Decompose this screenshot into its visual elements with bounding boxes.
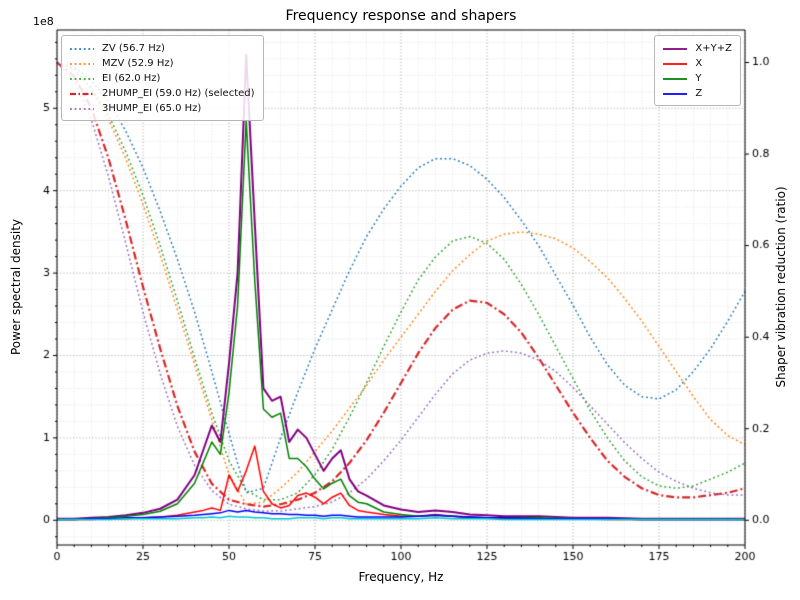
legend-label: ZV (56.7 Hz) bbox=[102, 43, 165, 54]
legend-item-3hump-ei: 3HUMP_EI (65.0 Hz) bbox=[69, 101, 255, 116]
legend-label: MZV (52.9 Hz) bbox=[102, 58, 174, 69]
xyz-line-swatch bbox=[662, 44, 688, 54]
legend-item-z: Z bbox=[662, 86, 732, 101]
legend-item-y: Y bbox=[662, 71, 732, 86]
legend-label: 3HUMP_EI (65.0 Hz) bbox=[102, 103, 202, 114]
legend-label: EI (62.0 Hz) bbox=[102, 73, 161, 84]
left-axis-offset-text: 1e8 bbox=[33, 15, 54, 28]
3hump-ei-line-swatch bbox=[69, 104, 95, 114]
mzv-line-swatch bbox=[69, 59, 95, 69]
left-axis-label: Power spectral density bbox=[9, 218, 23, 356]
z-line-swatch bbox=[662, 89, 688, 99]
x-line-swatch bbox=[662, 59, 688, 69]
legend-label: 2HUMP_EI (59.0 Hz) (selected) bbox=[102, 88, 255, 99]
right-axis-label: Shaper vibration reduction (ratio) bbox=[774, 186, 788, 388]
legend-label: X bbox=[695, 58, 703, 69]
y-line-swatch bbox=[662, 74, 688, 84]
chart-title: Frequency response and shapers bbox=[285, 8, 517, 24]
legend-item-ei: EI (62.0 Hz) bbox=[69, 71, 255, 86]
legend-item-x: X bbox=[662, 56, 732, 71]
legend-item-zv: ZV (56.7 Hz) bbox=[69, 41, 255, 56]
legend-item-mzv: MZV (52.9 Hz) bbox=[69, 56, 255, 71]
ei-line-swatch bbox=[69, 74, 95, 84]
legend-label: X+Y+Z bbox=[695, 43, 732, 54]
legend-item-2hump-ei-selected: 2HUMP_EI (59.0 Hz) (selected) bbox=[69, 86, 255, 101]
legend-label: Y bbox=[695, 73, 702, 84]
psd-legend: X+Y+Z X Y Z bbox=[654, 35, 741, 106]
x-axis-label: Frequency, Hz bbox=[358, 570, 444, 584]
2hump-ei-line-swatch bbox=[69, 89, 95, 99]
shaper-legend: ZV (56.7 Hz) MZV (52.9 Hz) EI (62.0 Hz) … bbox=[61, 35, 264, 121]
legend-item-xyz: X+Y+Z bbox=[662, 41, 732, 56]
zv-line-swatch bbox=[69, 44, 95, 54]
legend-label: Z bbox=[695, 88, 703, 99]
